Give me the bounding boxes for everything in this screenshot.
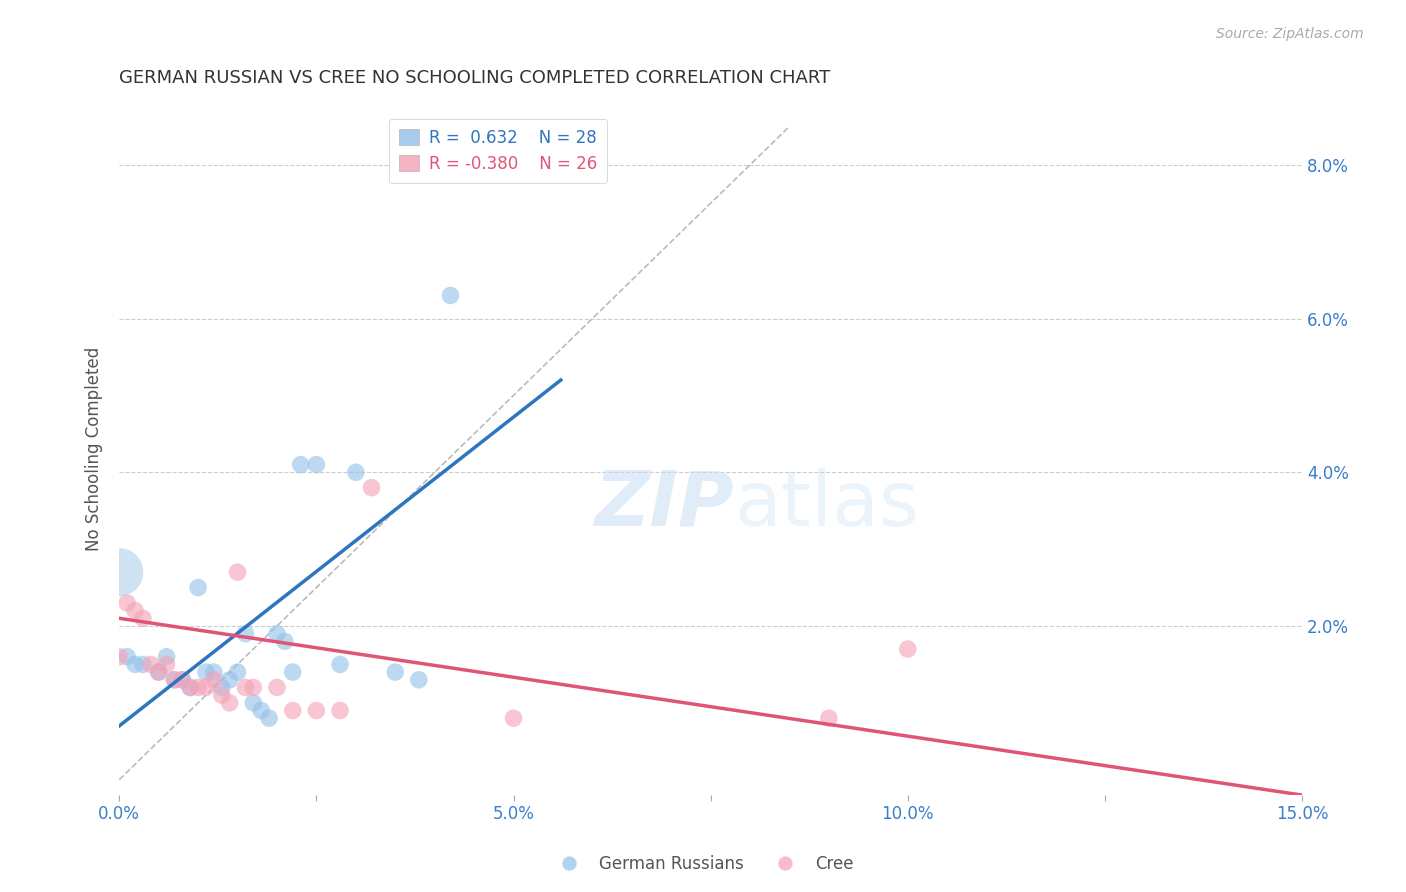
Point xyxy=(818,711,841,725)
Point xyxy=(132,611,155,625)
Point xyxy=(132,657,155,672)
Point xyxy=(305,704,328,718)
Point xyxy=(235,626,257,640)
Point xyxy=(250,704,273,718)
Point xyxy=(115,649,138,664)
Point xyxy=(439,288,461,302)
Point xyxy=(305,458,328,472)
Point xyxy=(163,673,186,687)
Point xyxy=(218,673,240,687)
Legend: R =  0.632    N = 28, R = -0.380    N = 26: R = 0.632 N = 28, R = -0.380 N = 26 xyxy=(388,119,607,183)
Point xyxy=(290,458,312,472)
Point xyxy=(187,681,209,695)
Point xyxy=(148,665,170,679)
Point xyxy=(502,711,524,725)
Point xyxy=(266,681,288,695)
Point xyxy=(172,673,194,687)
Point xyxy=(155,649,177,664)
Point xyxy=(155,657,177,672)
Y-axis label: No Schooling Completed: No Schooling Completed xyxy=(86,347,103,551)
Point xyxy=(211,681,233,695)
Point xyxy=(124,604,146,618)
Point xyxy=(360,481,382,495)
Point xyxy=(124,657,146,672)
Point xyxy=(211,688,233,702)
Point xyxy=(226,565,249,579)
Point xyxy=(218,696,240,710)
Point xyxy=(242,696,264,710)
Text: atlas: atlas xyxy=(734,467,920,541)
Point xyxy=(179,681,201,695)
Point xyxy=(329,704,352,718)
Point xyxy=(195,681,218,695)
Point xyxy=(195,665,218,679)
Text: Source: ZipAtlas.com: Source: ZipAtlas.com xyxy=(1216,27,1364,41)
Point xyxy=(384,665,406,679)
Point xyxy=(226,665,249,679)
Point xyxy=(139,657,162,672)
Point xyxy=(187,581,209,595)
Point xyxy=(281,665,304,679)
Text: ZIP: ZIP xyxy=(595,467,734,541)
Point xyxy=(274,634,297,648)
Text: GERMAN RUSSIAN VS CREE NO SCHOOLING COMPLETED CORRELATION CHART: GERMAN RUSSIAN VS CREE NO SCHOOLING COMP… xyxy=(120,69,831,87)
Point xyxy=(148,665,170,679)
Point xyxy=(266,626,288,640)
Point xyxy=(163,673,186,687)
Point xyxy=(202,673,225,687)
Point xyxy=(242,681,264,695)
Point xyxy=(257,711,280,725)
Point xyxy=(281,704,304,718)
Point xyxy=(108,649,131,664)
Point xyxy=(344,465,367,479)
Point xyxy=(115,596,138,610)
Point xyxy=(202,665,225,679)
Point xyxy=(108,565,131,579)
Point xyxy=(408,673,430,687)
Point xyxy=(172,673,194,687)
Point xyxy=(329,657,352,672)
Point xyxy=(235,681,257,695)
Point xyxy=(179,681,201,695)
Legend: German Russians, Cree: German Russians, Cree xyxy=(546,848,860,880)
Point xyxy=(897,642,920,657)
